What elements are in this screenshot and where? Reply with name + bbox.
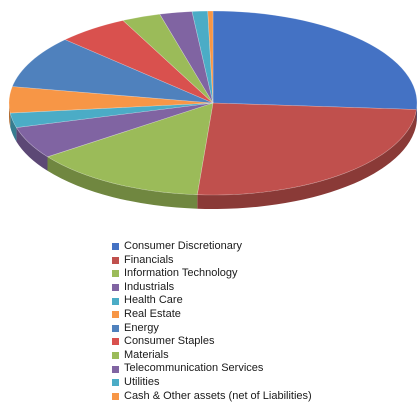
legend-item: Real Estate xyxy=(112,308,312,322)
pie-chart xyxy=(8,10,418,209)
pie-slice xyxy=(207,10,214,104)
legend-swatch xyxy=(112,243,119,251)
pie-slice xyxy=(9,102,214,128)
legend-label: Consumer Staples xyxy=(124,335,215,348)
pie-slice xyxy=(122,13,214,104)
chart-legend: Consumer Discretionary Financials Inform… xyxy=(112,240,312,403)
pie-slice-side xyxy=(16,127,48,171)
legend-swatch xyxy=(112,324,119,332)
legend-item: Consumer Staples xyxy=(112,335,312,349)
pie-slice xyxy=(8,86,214,114)
legend-swatch xyxy=(112,352,119,360)
legend-label: Cash & Other assets (net of Liabilities) xyxy=(124,389,312,402)
legend-swatch xyxy=(112,365,119,373)
pie-slice xyxy=(212,10,418,110)
pie-slice-side xyxy=(197,109,417,209)
legend-item: Information Technology xyxy=(112,267,312,281)
pie-side-walls xyxy=(9,103,417,209)
pie-slice-side xyxy=(47,156,198,209)
legend-item: Utilities xyxy=(112,376,312,390)
legend-item: Materials xyxy=(112,349,312,363)
pie-slice xyxy=(64,20,214,104)
pie-slice xyxy=(15,102,214,158)
legend-swatch xyxy=(112,284,119,292)
legend-label: Materials xyxy=(124,348,169,361)
legend-label: Industrials xyxy=(124,280,175,293)
legend-item: Health Care xyxy=(112,294,312,308)
pie-chart-svg xyxy=(8,10,418,209)
legend-swatch xyxy=(112,392,119,400)
legend-item: Financials xyxy=(112,254,312,268)
legend-label: Utilities xyxy=(124,375,160,388)
legend-label: Health Care xyxy=(124,294,183,307)
pie-slice xyxy=(46,102,214,196)
legend-label: Telecommunication Services xyxy=(124,362,264,375)
legend-label: Financials xyxy=(124,253,174,266)
pie-slice xyxy=(191,10,214,104)
legend-item: Industrials xyxy=(112,281,312,295)
pie-slice xyxy=(159,11,214,104)
pie-slice xyxy=(11,39,214,104)
legend-label: Information Technology xyxy=(124,267,238,280)
pie-slice-side xyxy=(416,103,417,124)
legend-swatch xyxy=(112,256,119,264)
legend-swatch xyxy=(112,311,119,319)
legend-item: Cash & Other assets (net of Liabilities) xyxy=(112,390,312,404)
legend-swatch xyxy=(112,297,119,305)
pie-top-faces xyxy=(8,10,418,196)
legend-swatch xyxy=(112,338,119,346)
pie-slice-side xyxy=(10,113,17,142)
legend-label: Real Estate xyxy=(124,307,181,320)
legend-label: Consumer Discretionary xyxy=(124,240,242,252)
legend-swatch xyxy=(112,270,119,278)
legend-item: Consumer Discretionary xyxy=(112,240,312,254)
pie-slice-side xyxy=(9,103,11,128)
legend-swatch xyxy=(112,379,119,387)
legend-item: Telecommunication Services xyxy=(112,362,312,376)
legend-item: Energy xyxy=(112,322,312,336)
legend-label: Energy xyxy=(124,321,159,334)
pie-slice xyxy=(196,102,417,196)
